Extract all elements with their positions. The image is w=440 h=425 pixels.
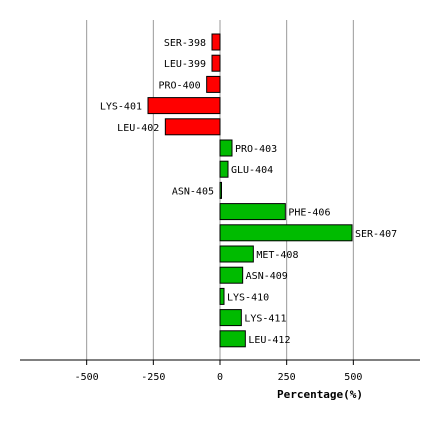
x-axis-label: Percentage(%) [277, 388, 363, 401]
bar [219, 224, 353, 242]
bar [206, 75, 221, 93]
bar-category-label: MET-408 [256, 250, 298, 261]
x-tick-label: 500 [344, 372, 362, 383]
bar-category-label: LYS-410 [227, 292, 269, 303]
x-tick-label: -500 [75, 372, 99, 383]
bar-category-label: LYS-411 [244, 314, 286, 325]
bar-category-label: ASN-405 [172, 186, 214, 197]
bar [219, 203, 286, 221]
bar [219, 181, 222, 199]
bar [219, 330, 246, 348]
bar-category-label: LYS-401 [100, 102, 142, 113]
bar [219, 287, 225, 305]
x-axis: -500 -250 0 250 500 [20, 359, 420, 383]
bar [219, 160, 229, 178]
x-tick-label: 250 [278, 372, 296, 383]
bar-category-label: LEU-402 [117, 123, 159, 134]
bar [164, 118, 221, 136]
bar [219, 309, 242, 327]
bar-category-label: ASN-409 [246, 271, 288, 282]
bars [147, 33, 353, 348]
bar-category-label: PRO-400 [159, 80, 201, 91]
bar-category-label: LEU-399 [164, 59, 206, 70]
bar [219, 266, 244, 284]
x-tick-label: 0 [217, 372, 223, 383]
bar-category-label: SER-407 [355, 229, 397, 240]
bar [211, 54, 221, 72]
bar [211, 33, 221, 51]
x-tick-label: -250 [141, 372, 165, 383]
bar-category-label: LEU-412 [248, 335, 290, 346]
bar-category-label: PRO-403 [235, 144, 277, 155]
bar [219, 139, 233, 157]
bar-category-label: PHE-406 [288, 208, 330, 219]
bar-labels: SER-398 LEU-399 PRO-400 LYS-401 LEU-402 PRO-4… [100, 38, 397, 346]
bar-category-label: GLU-404 [231, 165, 273, 176]
bar [147, 97, 221, 115]
bar [219, 245, 254, 263]
bar-category-label: SER-398 [164, 38, 206, 49]
